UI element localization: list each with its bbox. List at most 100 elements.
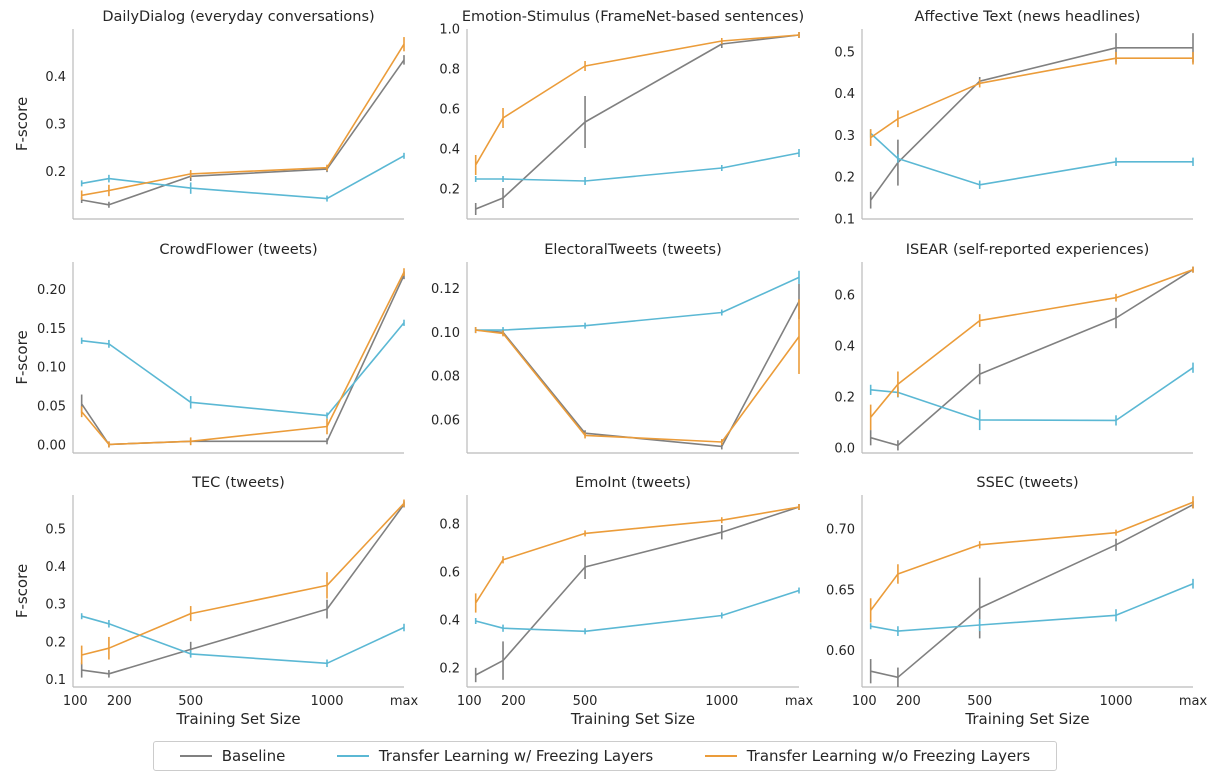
series-line-baseline — [870, 268, 1194, 447]
x-tick-label: 200 — [107, 694, 132, 709]
panel-title: ElectoralTweets (tweets) — [544, 242, 721, 258]
panel-title: Emotion-Stimulus (FrameNet-based sentenc… — [462, 9, 804, 25]
panel-title: ISEAR (self-reported experiences) — [906, 242, 1150, 258]
x-tick-label: 200 — [896, 694, 921, 709]
series-line-baseline — [475, 301, 800, 448]
y-tick-label: 0.2 — [439, 661, 460, 676]
y-tick-label: 0.4 — [45, 70, 66, 85]
series-line-baseline — [870, 46, 1193, 201]
legend-label-frozen: Transfer Learning w/ Freezing Layers — [378, 747, 654, 765]
y-tick-label: 0.05 — [37, 400, 66, 415]
y-tick-label: 0.3 — [834, 129, 855, 144]
series-line-unfrozen — [475, 34, 800, 166]
panel-5: ElectoralTweets (tweets) 0.06 0.08 0.10 0.12 — [431, 242, 800, 454]
y-tick-label: 0.2 — [45, 165, 66, 180]
y-tick-label: 0.1 — [834, 213, 855, 228]
x-tick-label: max — [390, 694, 419, 709]
series-line-unfrozen — [81, 43, 405, 197]
x-tick-label: max — [1179, 694, 1208, 709]
y-tick-label: 0.5 — [45, 522, 66, 537]
series-line-frozen — [475, 276, 800, 331]
y-axis-label: F-score — [13, 564, 31, 618]
y-tick-label: 0.2 — [834, 390, 855, 405]
y-tick-label: 0.3 — [45, 598, 66, 613]
legend-swatch-frozen — [336, 755, 369, 757]
y-tick-label: 0.4 — [439, 613, 460, 628]
legend-label-unfrozen: Transfer Learning w/o Freezing Layers — [746, 747, 1031, 765]
y-tick-label: 0.4 — [439, 143, 460, 158]
series-line-baseline — [81, 503, 405, 675]
y-tick-label: 0.6 — [834, 289, 855, 304]
panel-4: CrowdFlower (tweets) 0.00 0.05 0.10 0.15 0.20… — [13, 242, 405, 454]
series-line-baseline — [475, 34, 800, 210]
y-axis-label: F-score — [13, 97, 31, 151]
panel-title: SSEC (tweets) — [976, 475, 1078, 491]
series-line-frozen — [870, 582, 1194, 632]
legend-label-baseline: Baseline — [221, 747, 286, 765]
x-tick-label: 1000 — [310, 694, 343, 709]
panel-9: SSEC (tweets) 0.60 0.65 0.70 100 200 500 1000 ma… — [826, 475, 1207, 728]
legend-swatch-baseline — [179, 755, 212, 757]
x-axis-label: Training Set Size — [964, 710, 1089, 728]
y-tick-label: 1.0 — [439, 23, 460, 38]
panel-title: EmoInt (tweets) — [575, 475, 691, 491]
x-tick-label: max — [785, 694, 814, 709]
series-line-unfrozen — [870, 57, 1193, 139]
series-line-frozen — [870, 367, 1194, 422]
series-line-unfrozen — [475, 506, 800, 604]
panel-3: Affective Text (news headlines) 0.1 0.2 0.3… — [834, 9, 1194, 228]
y-tick-label: 0.4 — [834, 87, 855, 102]
x-tick-label: 500 — [967, 694, 992, 709]
y-tick-label: 0.2 — [439, 183, 460, 198]
panel-6: ISEAR (self-reported experiences) 0.0 0.2 0… — [834, 242, 1194, 456]
y-tick-label: 0.10 — [431, 326, 460, 341]
x-tick-label: 500 — [573, 694, 598, 709]
y-tick-label: 0.0 — [834, 441, 855, 456]
series-line-frozen — [475, 589, 800, 633]
x-axis-label: Training Set Size — [570, 710, 695, 728]
y-tick-label: 0.2 — [834, 171, 855, 186]
y-tick-label: 0.10 — [37, 361, 66, 376]
panel-title: Affective Text (news headlines) — [915, 9, 1141, 25]
legend-item-frozen: Transfer Learning w/ Freezing Layers — [336, 747, 654, 765]
panel-title: DailyDialog (everyday conversations) — [102, 9, 374, 25]
y-tick-label: 0.5 — [834, 45, 855, 60]
legend-item-unfrozen: Transfer Learning w/o Freezing Layers — [704, 747, 1031, 765]
panel-title: CrowdFlower (tweets) — [159, 242, 317, 258]
y-tick-label: 0.00 — [37, 439, 66, 454]
x-axis-label: Training Set Size — [175, 710, 300, 728]
x-tick-label: 100 — [852, 694, 877, 709]
y-tick-label: 0.06 — [431, 414, 460, 429]
figure-canvas: DailyDialog (everyday conversations)0.20… — [13, 9, 1207, 728]
x-tick-label: 200 — [501, 694, 526, 709]
y-axis-label: F-score — [13, 330, 31, 384]
legend-swatch-unfrozen — [704, 755, 737, 757]
y-tick-label: 0.1 — [45, 673, 66, 688]
y-tick-label: 0.12 — [431, 282, 460, 297]
series-line-baseline — [870, 503, 1194, 679]
y-tick-label: 0.15 — [37, 322, 66, 337]
y-tick-label: 0.70 — [826, 523, 855, 538]
y-tick-label: 0.08 — [431, 370, 460, 385]
panel-title: TEC (tweets) — [191, 475, 285, 491]
x-tick-label: 1000 — [1099, 694, 1132, 709]
x-tick-label: 1000 — [705, 694, 738, 709]
legend-item-baseline: Baseline — [179, 747, 286, 765]
y-tick-label: 0.20 — [37, 283, 66, 298]
y-tick-label: 0.65 — [826, 583, 855, 598]
series-line-frozen — [475, 152, 800, 182]
x-tick-label: 500 — [178, 694, 203, 709]
y-tick-label: 0.60 — [826, 644, 855, 659]
series-line-unfrozen — [870, 501, 1194, 611]
y-tick-label: 0.6 — [439, 565, 460, 580]
series-line-unfrozen — [870, 268, 1194, 418]
y-tick-label: 0.4 — [45, 560, 66, 575]
legend: Baseline Transfer Learning w/ Freezing L… — [153, 741, 1057, 771]
series-line-unfrozen — [475, 329, 800, 443]
panel-7: TEC (tweets) 0.1 0.2 0.3 0.4 0.5 F-score 100 200… — [13, 475, 418, 728]
y-tick-label: 0.2 — [45, 635, 66, 650]
y-tick-label: 0.6 — [439, 103, 460, 118]
panel-2: Emotion-Stimulus (FrameNet-based sentenc… — [439, 9, 804, 220]
series-line-frozen — [81, 155, 405, 200]
y-tick-label: 0.3 — [45, 118, 66, 133]
